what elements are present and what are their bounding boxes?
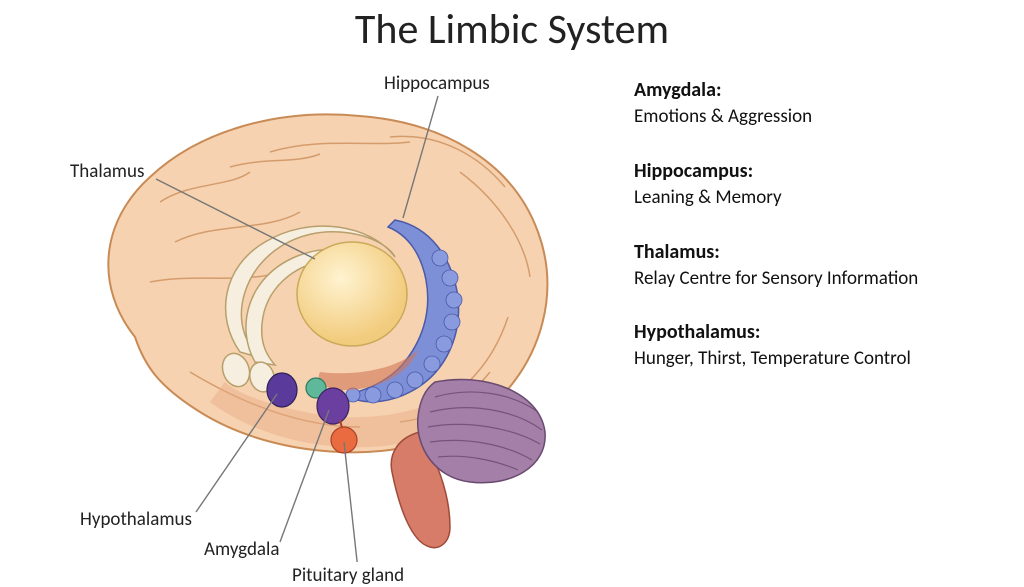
desc-name: Amygdala:	[634, 78, 1004, 102]
pituitary-node	[331, 427, 357, 453]
label-hippocampus: Hippocampus	[384, 72, 490, 95]
label-amygdala: Amygdala	[204, 538, 280, 561]
desc-name: Hippocampus:	[634, 159, 1004, 183]
desc-text: Emotions & Aggression	[634, 106, 1004, 129]
desc-text: Relay Centre for Sensory Information	[634, 268, 1004, 291]
desc-text: Leaning & Memory	[634, 187, 1004, 210]
label-hypothalamus: Hypothalamus	[80, 508, 192, 531]
desc-name: Hypothalamus:	[634, 320, 1004, 344]
descriptions-panel: Amygdala: Emotions & Aggression Hippocam…	[634, 78, 1004, 401]
desc-name: Thalamus:	[634, 240, 1004, 264]
brain-diagram: Hippocampus Thalamus Hypothalamus Amygda…	[40, 72, 600, 562]
cerebellum	[418, 379, 545, 482]
desc-hippocampus: Hippocampus: Leaning & Memory	[634, 159, 1004, 210]
amygdala-node	[317, 388, 349, 424]
desc-text: Hunger, Thirst, Temperature Control	[634, 348, 1004, 371]
brain-svg	[40, 72, 600, 562]
label-thalamus: Thalamus	[70, 160, 144, 183]
desc-amygdala: Amygdala: Emotions & Aggression	[634, 78, 1004, 129]
desc-hypothalamus: Hypothalamus: Hunger, Thirst, Temperatur…	[634, 320, 1004, 371]
desc-thalamus: Thalamus: Relay Centre for Sensory Infor…	[634, 240, 1004, 291]
page-title: The Limbic System	[0, 4, 1024, 55]
